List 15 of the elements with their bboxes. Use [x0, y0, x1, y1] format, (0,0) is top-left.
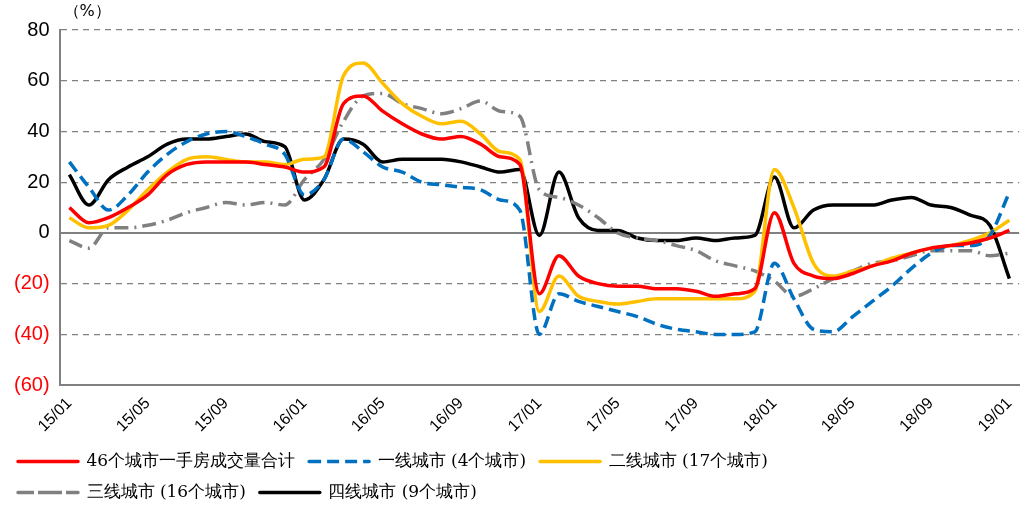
legend-label: 一线城市 (4个城市): [377, 449, 527, 470]
legend-label: 二线城市 (17个城市): [608, 449, 768, 470]
line-series: [67, 129, 1012, 337]
y-axis-title: （%）: [63, 1, 111, 21]
legend-label: 46个城市一手房成交量合计: [86, 449, 296, 470]
legend-label: 四线城市 (9个城市): [328, 480, 477, 501]
y-tick-label: 80: [27, 17, 50, 40]
y-tick-label: (40): [13, 321, 50, 344]
y-tick-label: 40: [27, 118, 50, 141]
y-tick-label: 20: [27, 169, 50, 192]
y-tick-label: 60: [27, 68, 50, 91]
y-tick-label: 0: [38, 220, 50, 243]
y-tick-label: (60): [13, 372, 50, 395]
y-tick-label: (20): [13, 271, 50, 294]
legend-label: 三线城市 (16个城市): [86, 480, 246, 501]
